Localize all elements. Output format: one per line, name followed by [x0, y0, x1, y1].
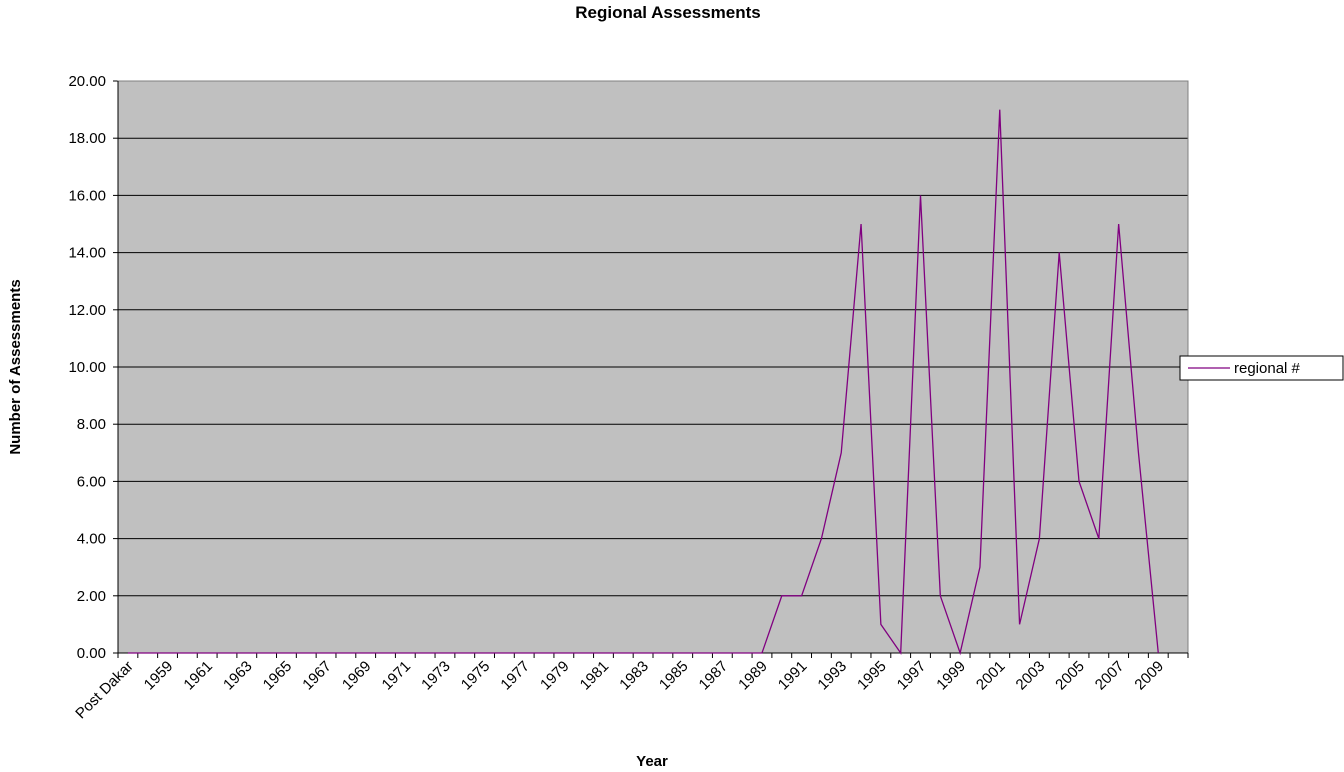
y-tick-label: 6.00 — [77, 473, 106, 490]
data-line — [127, 109, 1159, 656]
y-tick-label: 16.00 — [68, 187, 106, 204]
x-tick-label: 2003 — [1013, 658, 1049, 694]
x-tick-label: 1991 — [775, 658, 811, 694]
x-tick-label: 1983 — [616, 658, 652, 694]
y-tick-label: 14.00 — [68, 245, 106, 262]
x-tick-label: 1969 — [339, 658, 375, 694]
y-tick-label: 12.00 — [68, 302, 106, 319]
x-tick-label: 2005 — [1052, 658, 1088, 694]
x-tick-label: 1987 — [696, 658, 732, 694]
x-tick-label: 1977 — [497, 658, 533, 694]
y-tick-label: 18.00 — [68, 130, 106, 147]
y-tick-label: 20.00 — [68, 73, 106, 90]
legend-label: regional # — [1234, 360, 1301, 377]
x-tick-label: 1963 — [220, 658, 256, 694]
x-tick-label: 1965 — [260, 658, 296, 694]
x-tick-label: 1979 — [537, 658, 573, 694]
x-axis-label: Year — [636, 753, 668, 770]
y-axis-label: Number of Assessments — [7, 279, 24, 454]
y-tick-label: 10.00 — [68, 359, 106, 376]
x-tick-label: 1981 — [577, 658, 613, 694]
x-tick-label: 2001 — [973, 658, 1009, 694]
x-tick-label: 1985 — [656, 658, 692, 694]
y-tick-label: 8.00 — [77, 416, 106, 433]
x-tick-label: 1997 — [894, 658, 930, 694]
x-tick-label: 1989 — [735, 658, 771, 694]
y-tick-label: 0.00 — [77, 645, 106, 662]
x-tick-label: 2009 — [1131, 658, 1167, 694]
y-tick-label: 2.00 — [77, 588, 106, 605]
x-tick-label: 1959 — [141, 658, 177, 694]
x-tick-label: 1973 — [418, 658, 454, 694]
x-tick-label: 1993 — [814, 658, 850, 694]
x-tick-label: 1971 — [379, 658, 415, 694]
x-tick-label: Post Dakar — [72, 658, 136, 722]
chart-title: Regional Assessments — [575, 3, 761, 22]
x-tick-label: 1975 — [458, 658, 494, 694]
x-tick-label: 2007 — [1092, 658, 1128, 694]
x-tick-label: 1961 — [180, 658, 216, 694]
x-tick-label: 1967 — [299, 658, 335, 694]
x-tick-label: 1999 — [933, 658, 969, 694]
y-tick-label: 4.00 — [77, 531, 106, 548]
x-tick-label: 1995 — [854, 658, 890, 694]
